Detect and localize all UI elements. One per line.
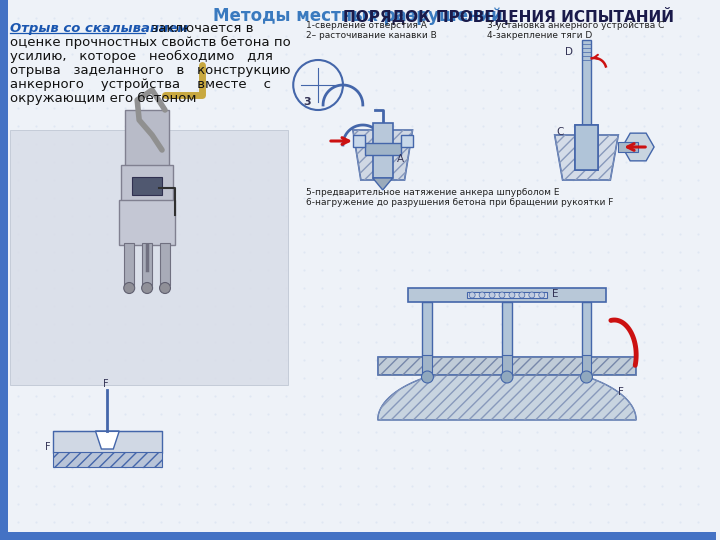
Circle shape <box>528 292 535 298</box>
Bar <box>467 292 546 298</box>
Bar <box>120 200 175 245</box>
Text: отрыва   заделанного   в   конструкцию: отрыва заделанного в конструкцию <box>10 64 290 77</box>
Bar <box>378 357 636 375</box>
Circle shape <box>539 292 545 298</box>
Circle shape <box>469 292 475 298</box>
Polygon shape <box>353 130 413 180</box>
Bar <box>575 125 598 170</box>
Circle shape <box>124 282 135 294</box>
Bar <box>53 452 162 467</box>
Bar <box>582 302 591 357</box>
Bar <box>132 177 162 195</box>
Bar <box>0 0 8 540</box>
Bar <box>0 532 716 540</box>
Polygon shape <box>373 178 392 190</box>
Text: усилию,   которое   необходимо   для: усилию, которое необходимо для <box>10 50 273 63</box>
Bar <box>423 355 433 375</box>
Polygon shape <box>400 135 413 147</box>
Text: F: F <box>618 387 624 397</box>
Bar <box>53 431 162 453</box>
Text: заключается в: заключается в <box>147 22 253 35</box>
Circle shape <box>499 292 505 298</box>
Circle shape <box>519 292 525 298</box>
Circle shape <box>489 292 495 298</box>
Text: F: F <box>45 442 50 452</box>
Text: D: D <box>564 47 572 57</box>
Text: 3: 3 <box>303 97 311 107</box>
Text: F: F <box>104 379 109 389</box>
Text: C: C <box>557 127 564 137</box>
Bar <box>618 142 638 152</box>
Polygon shape <box>353 135 365 147</box>
Bar <box>378 357 636 375</box>
Text: Отрыв со скалыванием: Отрыв со скалыванием <box>10 22 188 35</box>
Text: A: A <box>397 154 404 164</box>
Text: ПОРЯДОК ПРОВЕДЕНИЯ ИСПЫТАНИЙ: ПОРЯДОК ПРОВЕДЕНИЯ ИСПЫТАНИЙ <box>343 7 675 25</box>
Polygon shape <box>622 133 654 161</box>
Polygon shape <box>378 365 636 420</box>
Circle shape <box>580 371 593 383</box>
Text: Методы местных разрушений: Методы местных разрушений <box>213 7 503 25</box>
Bar <box>502 355 512 375</box>
Bar <box>582 40 591 130</box>
Bar <box>10 130 288 385</box>
Text: анкерного    устройства    вместе    с: анкерного устройства вместе с <box>10 78 271 91</box>
Bar <box>408 288 606 302</box>
Bar <box>582 355 591 375</box>
Circle shape <box>142 282 153 294</box>
Bar <box>125 243 134 285</box>
Text: 2– расточивание канавки В: 2– расточивание канавки В <box>306 31 437 40</box>
Bar <box>365 143 400 155</box>
Text: оценке прочностных свойств бетона по: оценке прочностных свойств бетона по <box>10 36 291 49</box>
Text: 3-установка анкерного устройства С: 3-установка анкерного устройства С <box>487 21 665 30</box>
Bar <box>502 302 512 357</box>
Polygon shape <box>554 135 618 180</box>
Text: окружающим его бетоном: окружающим его бетоном <box>10 92 197 105</box>
Text: 1-сверление отверстия А: 1-сверление отверстия А <box>306 21 427 30</box>
Text: E: E <box>552 289 558 299</box>
Bar <box>125 110 169 170</box>
Bar <box>160 243 170 285</box>
Circle shape <box>421 371 433 383</box>
Text: 5-предварительное натяжение анкера шпурболом Е: 5-предварительное натяжение анкера шпурб… <box>306 188 559 197</box>
Circle shape <box>160 282 171 294</box>
Bar <box>423 302 433 357</box>
Circle shape <box>501 371 513 383</box>
Bar <box>142 243 152 285</box>
Polygon shape <box>96 431 120 449</box>
Circle shape <box>479 292 485 298</box>
Bar <box>575 125 598 170</box>
Text: 6-нагружение до разрушения бетона при бращении рукоятки F: 6-нагружение до разрушения бетона при бр… <box>306 198 613 207</box>
Text: 4-закрепление тяги D: 4-закрепление тяги D <box>487 31 593 40</box>
Bar <box>121 165 173 205</box>
Bar <box>373 123 392 178</box>
Circle shape <box>509 292 515 298</box>
